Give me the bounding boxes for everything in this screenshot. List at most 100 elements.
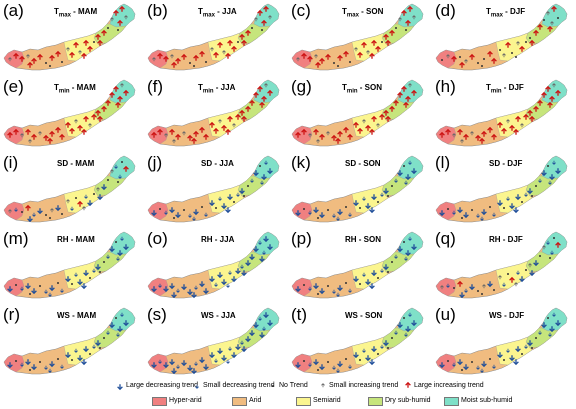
panel-title: SD - DJF (489, 159, 523, 168)
station-trend-icon (533, 260, 539, 267)
panel-title: Tmin - JJA (198, 83, 236, 95)
station-trend-icon (411, 244, 417, 251)
station-trend-icon (317, 369, 319, 371)
station-trend-icon (401, 9, 407, 16)
station-trend-icon (491, 57, 497, 64)
station-trend-icon (348, 364, 352, 369)
station-trend-icon (123, 320, 129, 327)
station-trend-icon (446, 54, 450, 59)
station-trend-icon (515, 115, 521, 122)
station-trend-icon (460, 139, 464, 144)
map-panel: (u) WS - DJF (432, 304, 576, 380)
station-trend-icon (362, 348, 366, 353)
station-trend-icon (247, 185, 249, 187)
station-trend-icon (308, 286, 312, 291)
station-trend-icon (389, 29, 395, 36)
zone-semiarid (63, 260, 101, 290)
station-trend-icon (408, 160, 412, 165)
panel-label: (p) (291, 229, 312, 248)
station-trend-icon (204, 212, 208, 217)
station-trend-icon (13, 128, 19, 135)
station-trend-icon (121, 161, 123, 163)
region-map (435, 307, 568, 375)
station-trend-icon (222, 50, 226, 55)
station-trend-icon (557, 17, 559, 19)
zone-hyper-arid (3, 125, 25, 145)
station-trend-icon (259, 101, 265, 108)
station-trend-icon (446, 283, 450, 288)
station-trend-icon (228, 270, 232, 275)
station-trend-icon (470, 131, 474, 136)
station-trend-icon (261, 29, 263, 31)
zone-hyper-arid (435, 49, 457, 69)
station-trend-icon (463, 364, 469, 371)
station-trend-icon (181, 284, 187, 291)
map-panel: (o) RH - JJA (144, 228, 288, 304)
station-trend-icon (171, 61, 177, 68)
station-trend-icon (262, 326, 266, 331)
station-trend-icon (553, 237, 555, 239)
station-trend-icon (267, 244, 273, 251)
station-trend-icon (411, 320, 417, 327)
panel-title: RH - SON (345, 235, 382, 244)
zone-hyper-arid (147, 125, 169, 145)
station-trend-icon (49, 65, 51, 67)
panel-title: Tmax - MAM (54, 7, 98, 19)
station-trend-icon (158, 359, 162, 364)
station-trend-icon (240, 340, 244, 345)
station-trend-icon (319, 364, 325, 371)
panel-label: (h) (435, 77, 456, 96)
station-trend-icon (383, 33, 389, 40)
station-trend-icon (405, 29, 407, 31)
zone-moist-sub-humid (253, 79, 280, 104)
station-trend-icon (497, 121, 503, 128)
station-trend-icon (71, 359, 73, 361)
station-trend-icon (537, 23, 543, 30)
station-trend-icon (380, 268, 384, 273)
station-trend-icon (163, 286, 169, 293)
region-map (3, 79, 136, 147)
station-trend-icon (476, 365, 480, 370)
station-trend-icon (501, 127, 507, 134)
station-trend-icon (101, 29, 107, 36)
station-trend-icon (398, 17, 402, 22)
station-trend-icon (506, 348, 510, 353)
station-trend-icon (261, 174, 267, 181)
station-trend-icon (258, 240, 262, 245)
zone-moist-sub-humid (253, 155, 280, 180)
station-trend-icon (391, 185, 393, 187)
station-trend-icon (337, 285, 343, 292)
station-trend-icon (221, 355, 227, 362)
station-trend-icon (101, 105, 107, 112)
station-trend-icon (524, 344, 528, 349)
station-trend-icon (77, 355, 83, 362)
station-trend-icon (492, 364, 496, 369)
station-trend-icon (192, 216, 196, 221)
station-trend-icon (31, 288, 37, 295)
station-trend-icon (550, 21, 554, 26)
station-trend-icon (28, 139, 32, 144)
station-trend-icon (117, 326, 123, 333)
station-trend-icon (527, 188, 533, 195)
map-panel: (l) SD - DJF (432, 152, 576, 228)
station-trend-icon (497, 352, 503, 359)
station-trend-icon (513, 359, 519, 366)
station-trend-icon (239, 33, 245, 40)
station-trend-icon (107, 179, 109, 181)
station-trend-icon (31, 364, 37, 371)
map-panel: (i) SD - MAM (0, 152, 144, 228)
region-map (147, 231, 280, 299)
station-trend-icon (218, 196, 222, 201)
station-trend-icon (405, 19, 411, 26)
station-trend-icon (263, 312, 269, 319)
station-trend-icon (55, 126, 61, 133)
station-trend-icon (261, 95, 267, 102)
panel-label: (i) (3, 153, 19, 172)
station-trend-icon (447, 360, 449, 362)
station-trend-icon (181, 360, 187, 367)
station-trend-icon (547, 165, 549, 167)
station-trend-icon (263, 5, 269, 12)
panel-label: (m) (3, 229, 29, 248)
station-trend-icon (499, 49, 501, 51)
station-trend-icon (452, 133, 456, 138)
